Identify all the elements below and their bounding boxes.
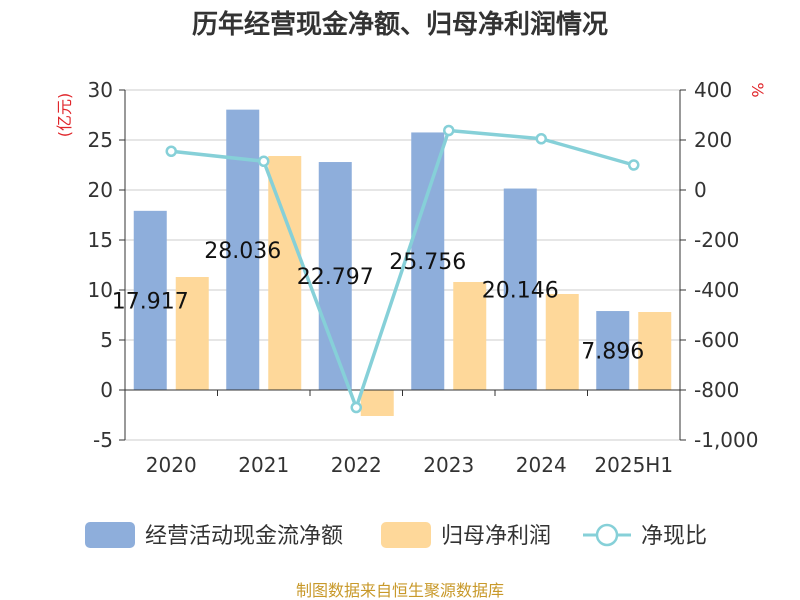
x-tick-label: 2022 — [331, 453, 382, 477]
legend-label: 经营活动现金流净额 — [145, 524, 343, 549]
left-tick-label: 0 — [100, 378, 113, 402]
right-tick-label: 200 — [694, 128, 732, 152]
net-profit-bar — [268, 156, 302, 390]
right-tick-label: 400 — [694, 78, 732, 102]
chart-title: 历年经营现金净额、归母净利润情况 — [192, 9, 608, 40]
left-tick-label: 15 — [88, 228, 113, 252]
right-tick-label: -1,000 — [694, 428, 758, 452]
legend-label: 净现比 — [641, 524, 707, 549]
net-profit-bar — [545, 294, 579, 390]
net-profit-bar — [453, 282, 487, 390]
net-cash-ratio-point — [165, 145, 177, 157]
net-cash-ratio-point — [628, 159, 640, 171]
cashflow-data-label: 7.896 — [581, 340, 644, 365]
net-cash-ratio-point — [443, 124, 455, 137]
net-profit-bar — [360, 390, 394, 416]
right-tick-label: -400 — [694, 278, 739, 302]
left-tick-label: 30 — [88, 78, 113, 102]
cashflow-data-label: 20.146 — [482, 278, 559, 303]
net-profit-bar — [638, 312, 672, 390]
net-cash-ratio-line — [171, 128, 635, 410]
cashflow-data-label: 22.797 — [297, 265, 374, 290]
legend-marker — [595, 523, 619, 547]
right-tick-label: 0 — [694, 178, 707, 202]
net-cash-ratio-point — [258, 155, 270, 167]
left-tick-label: 10 — [88, 278, 113, 302]
cashflow-data-label: 25.756 — [389, 250, 466, 275]
right-tick-label: -200 — [694, 228, 739, 252]
legend-swatch — [85, 522, 135, 548]
left-tick-label: 25 — [88, 128, 113, 152]
right-tick-label: -800 — [694, 378, 739, 402]
cashflow-data-label: 17.917 — [112, 289, 189, 314]
cashflow-bar — [503, 188, 537, 390]
left-tick-label: 20 — [88, 178, 113, 202]
right-axis-unit: % — [748, 82, 767, 97]
net-cash-ratio-point — [350, 401, 362, 414]
legend-swatch — [381, 522, 431, 548]
net-profit-bar — [175, 277, 209, 390]
left-tick-label: -5 — [93, 428, 113, 452]
legend: 经营活动现金流净额 归母净利润 净现比 — [85, 522, 707, 549]
cashflow-bar — [133, 210, 167, 390]
cashflow-bar — [596, 311, 630, 390]
x-tick-label: 2021 — [238, 453, 289, 477]
data-labels: 17.917 28.036 22.797 25.756 20.146 7.896 — [112, 239, 644, 365]
x-tick-label: 2025H1 — [594, 453, 673, 477]
legend-label: 归母净利润 — [441, 524, 551, 549]
x-tick-label: 2023 — [423, 453, 474, 477]
x-tick-label: 2020 — [146, 453, 197, 477]
source-note: 制图数据来自恒生聚源数据库 — [296, 581, 504, 600]
x-tick-label: 2024 — [516, 453, 567, 477]
cashflow-data-label: 28.036 — [204, 239, 281, 264]
line-series — [165, 124, 640, 414]
net-cash-ratio-point — [535, 133, 547, 145]
right-tick-label: -600 — [694, 328, 739, 352]
left-axis-unit: (亿元) — [55, 93, 74, 138]
axes: 30 25 20 15 10 5 0 -5 400 200 0 -200 -400 -600 -800 -1,… — [88, 78, 759, 477]
cashflow-bar — [411, 132, 445, 390]
left-tick-label: 5 — [100, 328, 113, 352]
